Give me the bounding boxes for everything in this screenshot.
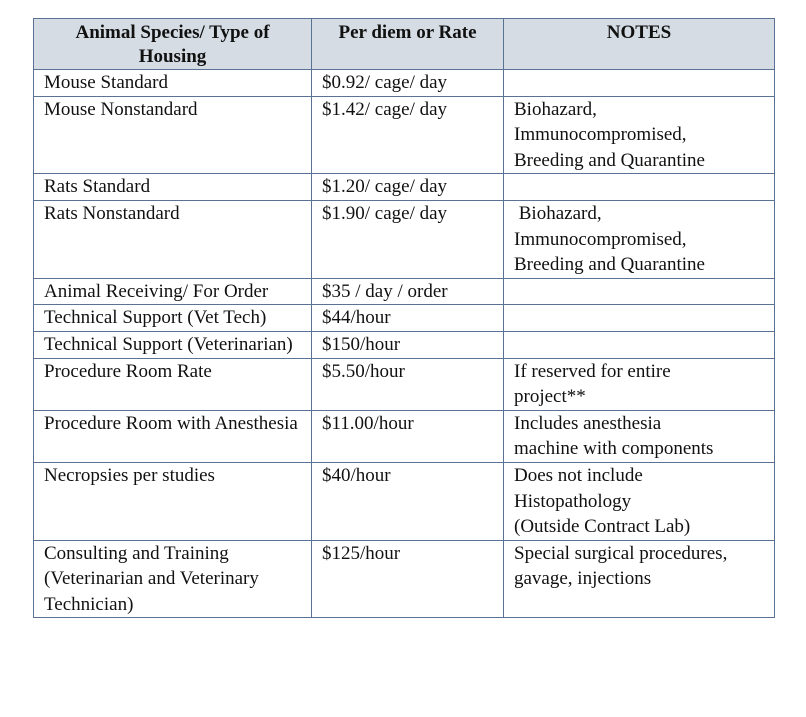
note-line: If reserved for entire (514, 360, 671, 382)
note-line: Breeding and Quarantine (514, 149, 705, 171)
species-cell: Technical Support (Vet Tech) (33, 304, 312, 332)
note-line: Histopathology (514, 490, 632, 512)
notes-cell (503, 304, 775, 332)
rate-cell: $0.92/ cage/ day (311, 69, 504, 97)
table-row: Animal Receiving/ For Order $35 / day / o… (33, 277, 775, 306)
rate-cell: $40/hour (311, 461, 504, 541)
note-line: Biohazard, (514, 202, 602, 224)
note-line: machine with components (514, 438, 714, 460)
notes-cell: If reserved for entire project** (503, 357, 775, 411)
header-cell: NOTES (503, 18, 775, 70)
table-row: Rats Standard $1.20/ cage/ day (33, 173, 775, 201)
rate-cell: $11.00/hour (311, 409, 504, 463)
note-line: (Outside Contract Lab) (514, 516, 691, 538)
notes-cell: Biohazard, Immunocompromised, Breeding and… (503, 199, 775, 279)
note-line: project** (514, 386, 586, 408)
notes-cell: Special surgical procedures, gavage, inje… (503, 539, 775, 619)
species-cell: Technical Support (Veterinarian) (33, 330, 312, 359)
notes-cell: Does not include Histopathology (Outside C… (503, 461, 775, 541)
table-row: Technical Support (Vet Tech) $44/hour (33, 304, 775, 332)
species-cell: Animal Receiving/ For Order (33, 277, 312, 306)
species-cell: Procedure Room with Anesthesia (33, 409, 312, 463)
header-cell: Per diem or Rate (311, 18, 504, 70)
species-cell: Procedure Room Rate (33, 357, 312, 411)
species-cell: Mouse Nonstandard (33, 95, 312, 175)
notes-cell (503, 69, 775, 97)
table-row: Necropsies per studies $40/hour Does not i… (33, 461, 775, 541)
notes-cell (503, 277, 775, 306)
table-row: Procedure Room with Anesthesia $11.00/hou… (33, 409, 775, 463)
note-line: Immunocompromised, (514, 124, 687, 146)
note-line: Includes anesthesia (514, 412, 662, 434)
header-row: Animal Species/ Type of Housing Per diem… (33, 18, 775, 70)
table-body: Mouse Standard $0.92/ cage/ day Mouse Nons… (33, 69, 775, 619)
note-line: Special surgical procedures, (514, 542, 728, 564)
species-cell: Mouse Standard (33, 69, 312, 97)
rate-cell: $1.42/ cage/ day (311, 95, 504, 175)
species-cell: Rats Standard (33, 173, 312, 201)
rate-cell: $150/hour (311, 330, 504, 359)
species-cell: Rats Nonstandard (33, 199, 312, 279)
table-row: Technical Support (Veterinarian) $150/hou… (33, 330, 775, 359)
rate-cell: $44/hour (311, 304, 504, 332)
table-row: Mouse Standard $0.92/ cage/ day (33, 69, 775, 97)
note-line: gavage, injections (514, 568, 652, 590)
species-cell: Consulting and Training (Veterinarian an… (33, 539, 312, 619)
note-line: Breeding and Quarantine (514, 254, 705, 276)
table-row: Procedure Room Rate $5.50/hour If reserved… (33, 357, 775, 411)
table-row: Rats Nonstandard $1.90/ cage/ day Biohaza… (33, 199, 775, 279)
notes-cell: Biohazard, Immunocompromised, Breeding and… (503, 95, 775, 175)
header-cell: Animal Species/ Type of Housing (33, 18, 312, 70)
note-line: Does not include (514, 464, 643, 486)
rate-cell: $1.20/ cage/ day (311, 173, 504, 201)
rate-cell: $5.50/hour (311, 357, 504, 411)
note-line: Immunocompromised, (514, 228, 687, 250)
species-cell: Necropsies per studies (33, 461, 312, 541)
rate-cell: $1.90/ cage/ day (311, 199, 504, 279)
table-row: Consulting and Training (Veterinarian an… (33, 539, 775, 619)
rate-cell: $125/hour (311, 539, 504, 619)
rate-table: Animal Species/ Type of Housing Per diem… (33, 18, 775, 619)
notes-cell (503, 330, 775, 359)
notes-cell: Includes anesthesia machine with componen… (503, 409, 775, 463)
note-line: Biohazard, (514, 98, 597, 120)
table-row: Mouse Nonstandard $1.42/ cage/ day Biohaza… (33, 95, 775, 175)
notes-cell (503, 173, 775, 201)
rate-cell: $35 / day / order (311, 277, 504, 306)
